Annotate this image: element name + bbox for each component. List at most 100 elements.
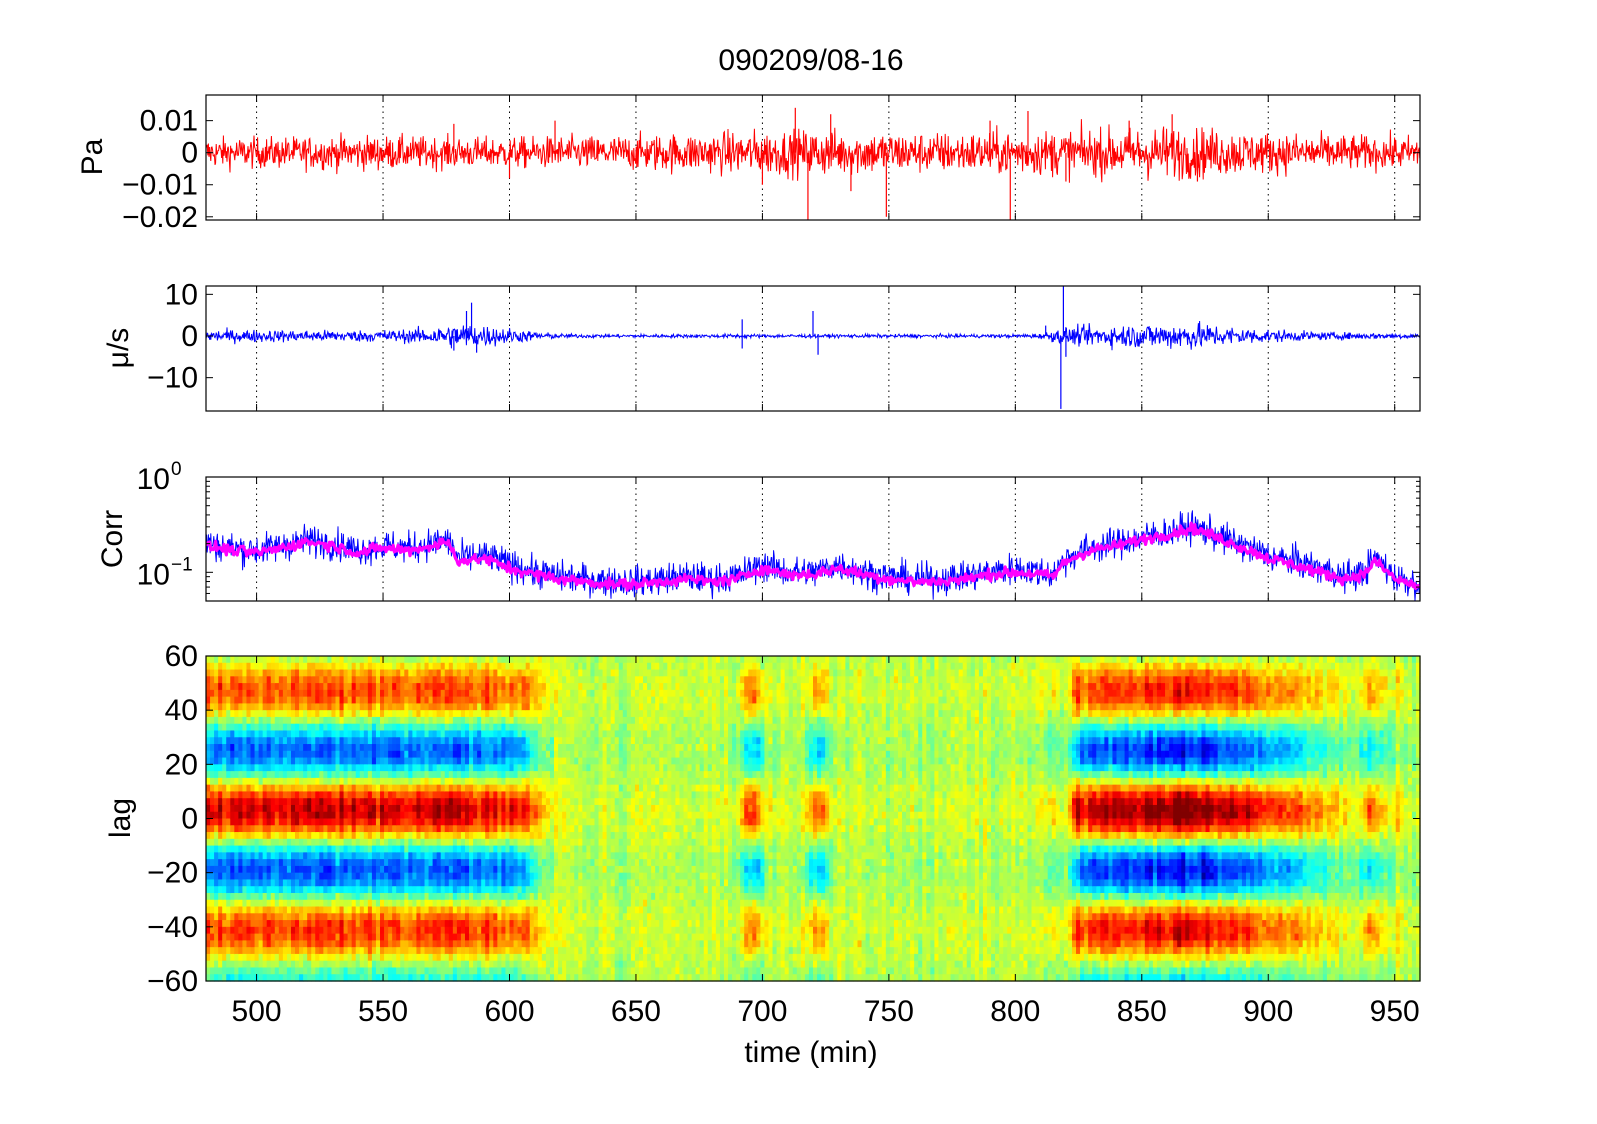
heatmap-cell (440, 899, 446, 908)
heatmap-cell (602, 947, 608, 955)
heatmap-cell (460, 710, 466, 718)
heatmap-cell (307, 784, 312, 793)
heatmap-cell (513, 757, 519, 765)
heatmap-cell (578, 804, 583, 813)
heatmap-cell (286, 710, 292, 718)
heatmap-cell (545, 777, 551, 786)
heatmap-cell (501, 892, 507, 901)
heatmap-cell (311, 744, 316, 752)
heatmap-cell (485, 689, 490, 698)
heatmap-cell (582, 818, 587, 826)
heatmap-cell (359, 804, 365, 813)
heatmap-cell (440, 750, 446, 759)
heatmap-cell (460, 798, 466, 806)
heatmap-cell (396, 737, 401, 745)
heatmap-cell (554, 899, 559, 908)
heatmap-cell (258, 886, 264, 894)
heatmap-cell (274, 913, 280, 921)
heatmap-cell (501, 926, 507, 935)
heatmap-cell (477, 859, 482, 867)
heatmap-cell (396, 960, 401, 969)
heatmap-cell (327, 750, 333, 759)
heatmap-cell (375, 838, 381, 847)
heatmap-cell (254, 892, 260, 901)
pressure-panel: 0.010−0.01−0.02 Pa (76, 94, 1421, 234)
heatmap-cell (262, 771, 268, 779)
heatmap-cell (424, 832, 430, 840)
heatmap-cell (416, 838, 422, 847)
heatmap-cell (238, 920, 244, 928)
heatmap-cell (594, 818, 600, 826)
heatmap-cell (594, 960, 600, 969)
heatmap-cell (590, 662, 596, 671)
heatmap-cell (566, 859, 571, 867)
heatmap-cell (558, 662, 563, 671)
heatmap-cell (206, 750, 211, 759)
heatmap-cell (266, 859, 272, 867)
heatmap-cell (262, 662, 268, 671)
heatmap-cell (266, 947, 272, 955)
heatmap-cell (582, 906, 587, 914)
heatmap-cell (558, 656, 563, 664)
heatmap-cell (533, 723, 539, 732)
heatmap-cell (303, 872, 308, 881)
heatmap-cell (509, 892, 515, 901)
heatmap-cell (250, 906, 256, 914)
heatmap-cell (363, 899, 369, 908)
heatmap-cell (258, 933, 264, 941)
heatmap-cell (598, 784, 604, 793)
heatmap-cell (432, 791, 438, 799)
heatmap-cell (258, 852, 264, 860)
heatmap-cell (226, 859, 231, 867)
heatmap-cell (558, 777, 563, 786)
heatmap-cell (558, 886, 563, 894)
heatmap-cell (286, 798, 292, 806)
heatmap-cell (456, 906, 462, 914)
heatmap-cell (444, 669, 450, 677)
heatmap-cell (509, 953, 515, 962)
heatmap-cell (477, 676, 482, 684)
heatmap-cell (513, 669, 519, 677)
heatmap-cell (452, 832, 458, 840)
heatmap-cell (428, 845, 434, 853)
heatmap-cell (529, 676, 535, 684)
heatmap-cell (448, 960, 454, 969)
heatmap-cell (481, 798, 486, 806)
heatmap-cell (477, 913, 482, 921)
heatmap-cell (525, 974, 531, 982)
heatmap-cell (452, 703, 458, 711)
heatmap-cell (566, 750, 571, 759)
heatmap-cell (485, 750, 490, 759)
heatmap-cell (234, 777, 239, 786)
heatmap-cell (388, 953, 393, 962)
heatmap-cell (533, 960, 539, 969)
heatmap-cell (529, 913, 535, 921)
heatmap-cell (206, 899, 211, 908)
heatmap-cell (214, 730, 219, 738)
heatmap-cell (533, 710, 539, 718)
heatmap-cell (274, 798, 280, 806)
heatmap-cell (347, 859, 353, 867)
heatmap-cell (363, 879, 369, 887)
heatmap-cell (558, 737, 563, 745)
heatmap-cell (262, 730, 268, 738)
heatmap-cell (598, 886, 604, 894)
heatmap-cell (408, 960, 413, 969)
heatmap-cell (351, 662, 357, 671)
heatmap-cell (295, 771, 300, 779)
heatmap-cell (590, 960, 596, 969)
heatmap-cell (404, 798, 409, 806)
heatmap-cell (505, 947, 511, 955)
heatmap-cell (501, 879, 507, 887)
heatmap-cell (206, 798, 211, 806)
heatmap-cell (549, 899, 555, 908)
heatmap-cell (598, 872, 604, 881)
heatmap-cell (554, 744, 559, 752)
heatmap-cell (266, 953, 272, 962)
heatmap-cell (282, 696, 288, 704)
heatmap-cell (404, 771, 409, 779)
heatmap-cell (570, 865, 575, 874)
heatmap-cell (444, 723, 450, 732)
heatmap-cell (286, 669, 292, 677)
heatmap-cell (343, 771, 349, 779)
